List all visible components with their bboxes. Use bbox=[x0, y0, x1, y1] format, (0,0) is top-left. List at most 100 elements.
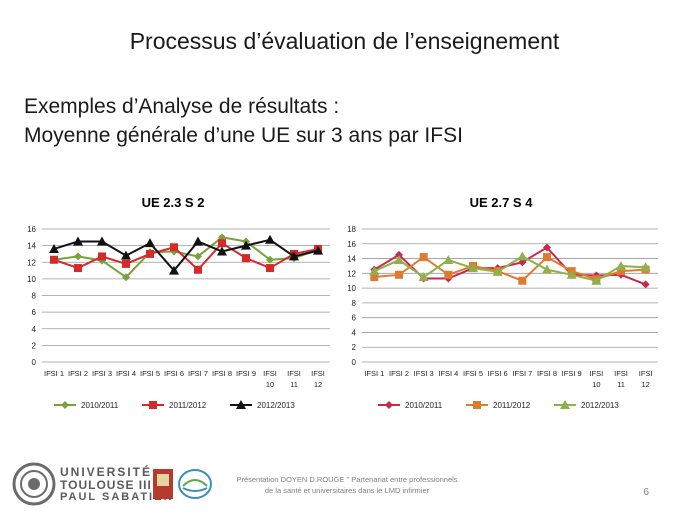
data-point bbox=[170, 243, 178, 252]
legend-item: 2012/2013 bbox=[230, 400, 295, 410]
y-tick-label: 2 bbox=[32, 341, 37, 350]
data-point bbox=[97, 236, 107, 246]
series-2012-2013 bbox=[49, 234, 323, 275]
x-tick-label: IFSI 12 bbox=[311, 369, 325, 389]
legend-item: 2010/2011 bbox=[378, 401, 443, 410]
x-tick-label: IFSI 8 bbox=[212, 369, 232, 378]
series-2012-2013 bbox=[369, 251, 651, 285]
y-tick-label: 16 bbox=[347, 240, 356, 249]
university-seal-icon bbox=[12, 462, 56, 506]
data-point bbox=[443, 255, 454, 265]
data-point bbox=[241, 240, 251, 250]
data-point bbox=[194, 252, 202, 261]
x-tick-label: IFSI 12 bbox=[639, 369, 653, 389]
data-point bbox=[492, 266, 503, 276]
legend-item: 2011/2012 bbox=[142, 401, 207, 410]
x-tick-label: IFSI 3 bbox=[414, 369, 434, 378]
data-point bbox=[194, 265, 202, 274]
x-tick-label: IFSI 8 bbox=[537, 369, 557, 378]
legend-label: 2010/2011 bbox=[81, 401, 119, 410]
data-point bbox=[641, 280, 650, 289]
data-point bbox=[217, 246, 227, 256]
y-tick-label: 0 bbox=[352, 358, 357, 367]
x-tick-label: IFSI 7 bbox=[512, 369, 532, 378]
chart-title: UE 2.7 S 4 bbox=[469, 195, 533, 210]
data-point bbox=[265, 234, 275, 244]
data-point bbox=[146, 249, 154, 258]
y-tick-label: 4 bbox=[352, 328, 357, 337]
data-point bbox=[169, 265, 179, 275]
logo-line-1: UNIVERSITÉ bbox=[60, 465, 153, 479]
data-point bbox=[74, 264, 82, 273]
data-point bbox=[395, 270, 403, 279]
x-tick-label: IFSI 2 bbox=[68, 369, 88, 378]
y-tick-label: 18 bbox=[347, 225, 356, 234]
x-tick-label: IFSI 1 bbox=[364, 369, 384, 378]
data-point bbox=[289, 251, 299, 261]
data-point bbox=[418, 272, 429, 282]
x-tick-label: IFSI 6 bbox=[488, 369, 508, 378]
data-point bbox=[543, 243, 551, 252]
data-point bbox=[419, 253, 428, 262]
data-point bbox=[444, 270, 453, 279]
data-point bbox=[122, 273, 130, 282]
x-tick-label: IFSI 3 bbox=[92, 369, 112, 378]
x-tick-label: IFSI 9 bbox=[236, 369, 256, 378]
x-tick-label: IFSI 11 bbox=[287, 369, 301, 389]
x-tick-label: IFSI 5 bbox=[463, 369, 483, 378]
legend-item: 2011/2012 bbox=[466, 401, 531, 410]
x-tick-label: IFSI 6 bbox=[164, 369, 184, 378]
subtitle-line-2: Moyenne générale d’une UE sur 3 ans par … bbox=[24, 124, 463, 147]
chart-ue-2-3: UE 2.3 S 2 0 2 4 6 8 10 12 14 16 IFSI 1 IFSI 2 IFSI… bbox=[12, 195, 334, 425]
chart-svg: 0 2 4 6 8 10 12 14 16 IFSI 1 IFSI 2 IFSI 3 IFSI 4 IFS… bbox=[27, 225, 330, 410]
y-tick-label: 8 bbox=[352, 299, 357, 308]
chart-ue-2-7: UE 2.7 S 4 0 2 4 6 8 10 12 14 16 18 IFSI 1 IFSI 2 IF… bbox=[334, 195, 668, 425]
y-tick-label: 6 bbox=[32, 308, 37, 317]
university-logo: UNIVERSITÉ TOULOUSE III PAUL SABATIER bbox=[12, 462, 212, 506]
page-number: 6 bbox=[643, 487, 649, 498]
x-tick-label: IFSI 7 bbox=[188, 369, 208, 378]
y-tick-label: 14 bbox=[27, 242, 36, 251]
data-point bbox=[242, 254, 250, 263]
data-point bbox=[543, 253, 551, 262]
chart-title: UE 2.3 S 2 bbox=[141, 195, 205, 210]
data-point bbox=[49, 243, 59, 253]
x-tick-label: IFSI 2 bbox=[389, 369, 409, 378]
legend-label: 2012/2013 bbox=[257, 401, 295, 410]
y-tick-label: 6 bbox=[352, 314, 357, 323]
data-point bbox=[145, 238, 155, 248]
legend-marker bbox=[385, 401, 393, 409]
logo-line-3: PAUL SABATIER bbox=[60, 491, 174, 503]
data-point bbox=[369, 266, 380, 276]
data-point bbox=[395, 250, 403, 259]
x-tick-label: IFSI 9 bbox=[562, 369, 582, 378]
series-line bbox=[373, 255, 646, 282]
series-line bbox=[373, 246, 647, 286]
y-tick-label: 2 bbox=[352, 343, 357, 352]
data-point bbox=[121, 250, 131, 260]
x-tick-label: IFSI 5 bbox=[140, 369, 160, 378]
y-tick-label: 0 bbox=[32, 358, 37, 367]
data-point bbox=[566, 269, 577, 279]
y-tick-label: 16 bbox=[27, 225, 36, 234]
data-point bbox=[517, 251, 528, 261]
data-point bbox=[122, 259, 130, 268]
data-point bbox=[50, 255, 58, 264]
data-point bbox=[218, 239, 226, 248]
y-tick-label: 14 bbox=[347, 255, 356, 264]
data-point bbox=[73, 236, 83, 246]
y-tick-label: 10 bbox=[27, 275, 36, 284]
y-tick-label: 4 bbox=[32, 325, 37, 334]
legend-label: 2011/2012 bbox=[169, 401, 207, 410]
legend-item: 2012/2013 bbox=[554, 400, 619, 410]
slide-subtitle: Exemples d’Analyse de résultats : Moyenn… bbox=[24, 92, 463, 150]
data-point bbox=[542, 264, 552, 274]
slide-title: Processus d’évaluation de l’enseignement bbox=[129, 28, 560, 54]
y-tick-label: 10 bbox=[347, 284, 356, 293]
data-point bbox=[266, 255, 274, 264]
data-point bbox=[617, 267, 625, 276]
series-line bbox=[53, 238, 319, 273]
legend-marker bbox=[560, 400, 570, 409]
data-point bbox=[313, 245, 323, 255]
legend-label: 2011/2012 bbox=[493, 401, 531, 410]
